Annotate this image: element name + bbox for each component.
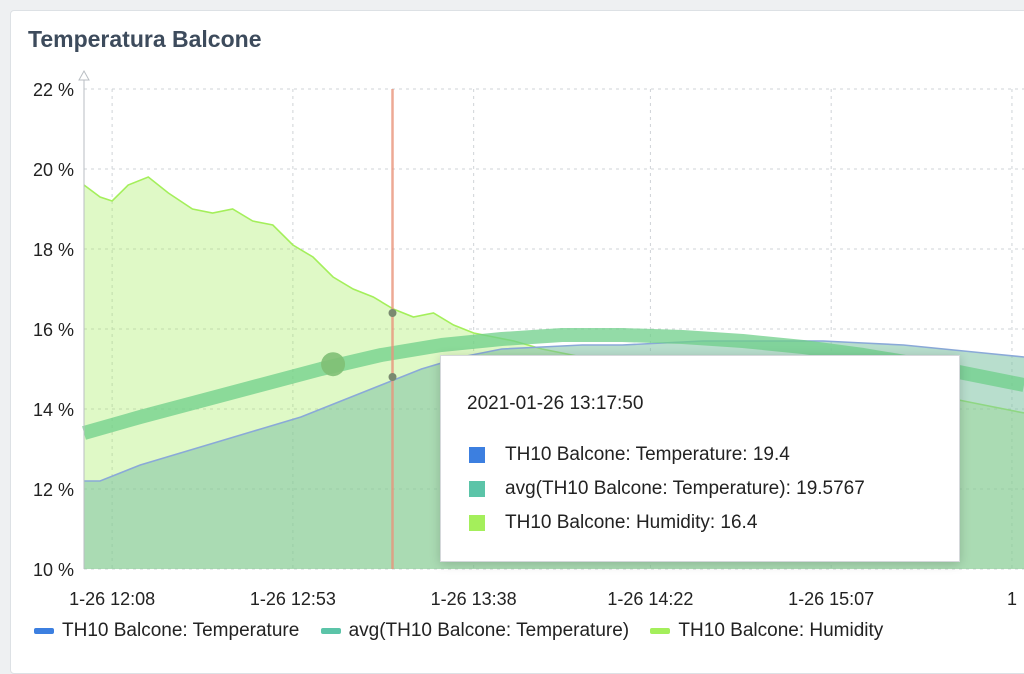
tooltip: 2021-01-26 13:17:50 TH10 Balcone: Temper…: [440, 355, 960, 562]
y-tick-label: 14 %: [33, 400, 74, 420]
legend-label: TH10 Balcone: Humidity: [678, 620, 884, 641]
y-tick-label: 16 %: [33, 320, 74, 340]
legend-swatch: [650, 628, 671, 634]
legend-label: avg(TH10 Balcone: Temperature): [348, 620, 630, 641]
y-tick-label: 12 %: [33, 480, 74, 500]
axes: 22 % 20 % 18 % 16 % 14 % 12 % 10 % 1-26 12:08 1-…: [33, 69, 1017, 609]
legend-label: TH10 Balcone: Temperature: [62, 620, 300, 641]
legend-swatch: [320, 628, 341, 634]
y-axis-arrow: [78, 69, 90, 81]
tooltip-time: 2021-01-26 13:17:50: [467, 393, 644, 414]
legend-swatch: [34, 628, 54, 634]
hover-point-avg: [321, 352, 346, 377]
tooltip-row-humidity: TH10 Balcone: Humidity: 16.4: [469, 512, 757, 534]
legend: TH10 Balcone: Temperature avg(TH10 Balco…: [34, 618, 899, 642]
x-tick-label: 1-26 14:22: [607, 589, 693, 609]
swatch-humidity: [469, 515, 485, 531]
cursor-marker-temperature: [388, 373, 397, 381]
temperature-line: [84, 340, 1024, 482]
y-tick-label: 10 %: [33, 560, 74, 580]
y-tick-label: 20 %: [33, 160, 74, 180]
tooltip-row-avg: avg(TH10 Balcone: Temperature): 19.5767: [469, 478, 865, 500]
tooltip-row-temperature: TH10 Balcone: Temperature: 19.4: [469, 444, 790, 466]
x-tick-label: 1-26 12:53: [250, 589, 336, 609]
swatch-avg: [469, 481, 485, 497]
x-tick-label: 1: [1007, 589, 1017, 609]
swatch-temperature: [469, 447, 485, 463]
y-tick-label: 22 %: [33, 80, 74, 100]
legend-item-humidity[interactable]: TH10 Balcone: Humidity: [650, 620, 883, 642]
x-tick-label: 1-26 13:38: [431, 589, 517, 609]
tooltip-row-label: TH10 Balcone: Humidity: 16.4: [505, 512, 758, 533]
legend-item-temperature[interactable]: TH10 Balcone: Temperature: [34, 620, 299, 642]
x-tick-label: 1-26 12:08: [69, 589, 155, 609]
panel-title: Temperatura Balcone: [28, 26, 262, 52]
legend-item-avg[interactable]: avg(TH10 Balcone: Temperature): [320, 620, 630, 642]
tooltip-row-label: avg(TH10 Balcone: Temperature): 19.5767: [505, 478, 865, 499]
cursor-marker-humidity: [388, 309, 397, 317]
x-tick-label: 1-26 15:07: [788, 589, 874, 609]
tooltip-row-label: TH10 Balcone: Temperature: 19.4: [505, 444, 790, 465]
y-tick-label: 18 %: [33, 240, 74, 260]
cursor: [321, 89, 397, 569]
